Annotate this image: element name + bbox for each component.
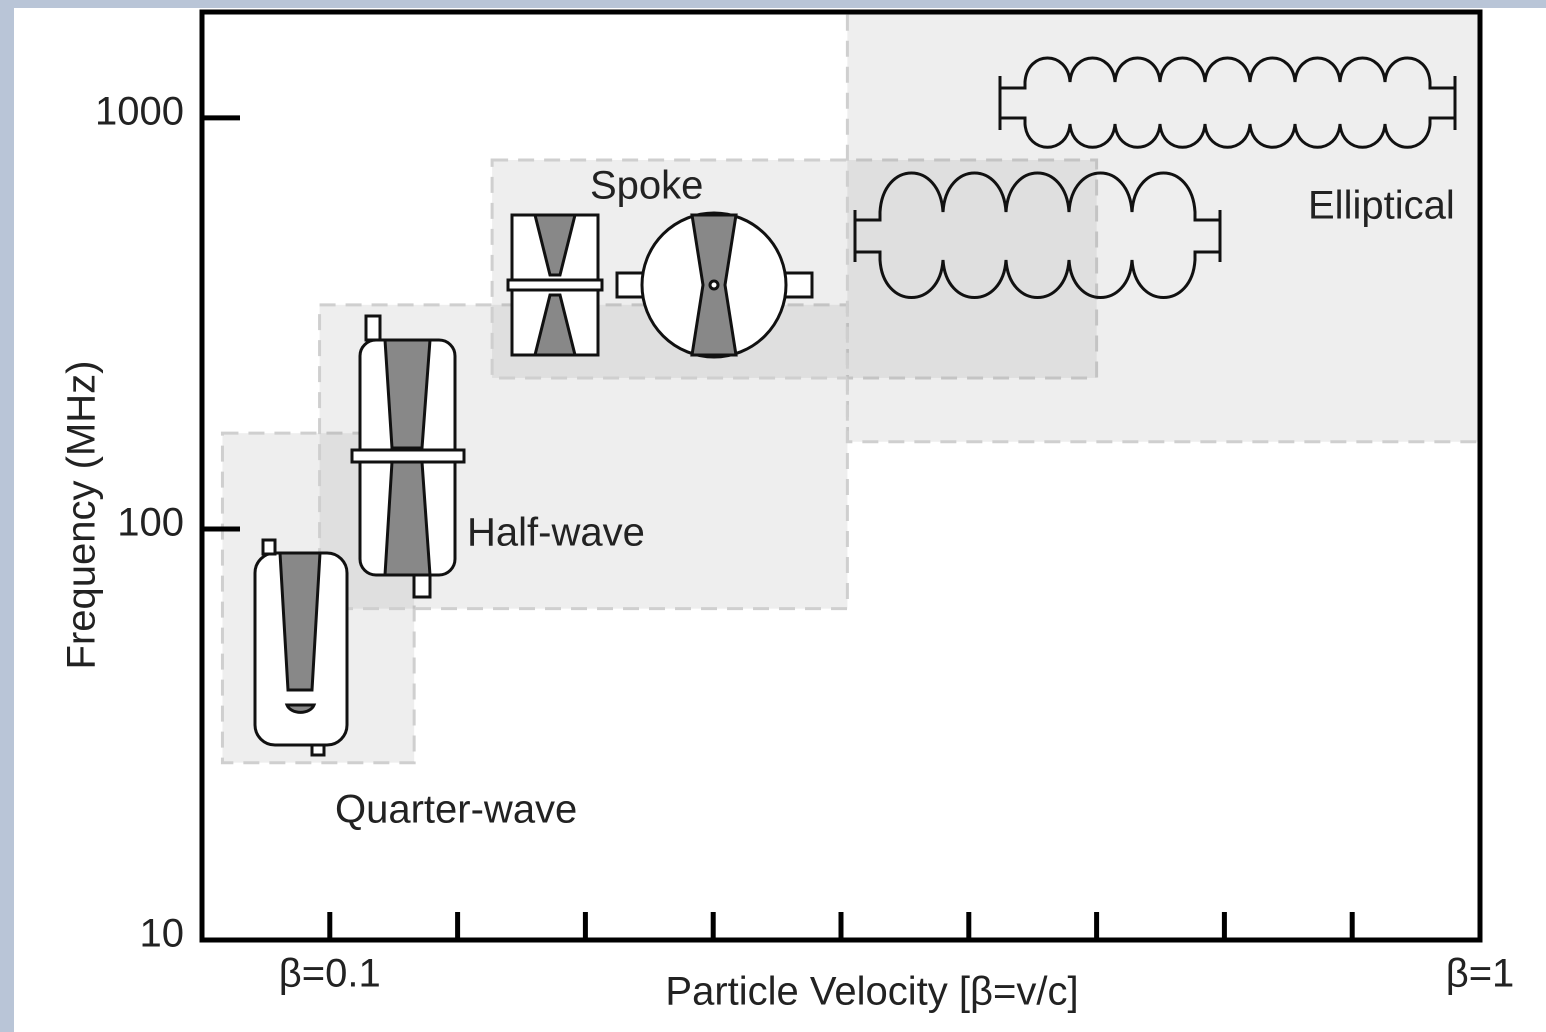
- half-wave-beam: [352, 450, 464, 462]
- x-tick-label: β=1: [1446, 952, 1515, 996]
- y-tick-label: 10: [140, 912, 185, 956]
- x-axis-label: Particle Velocity [β=v/c]: [665, 970, 1078, 1014]
- spoke-beam: [508, 280, 602, 290]
- region-label: Elliptical: [1308, 184, 1455, 228]
- y-tick-label: 100: [117, 501, 184, 545]
- half-wave-port: [414, 575, 430, 597]
- x-tick-label: β=0.1: [279, 952, 381, 996]
- quarter-wave-tip: [287, 705, 314, 712]
- half-wave-stem: [385, 340, 430, 448]
- quarter-wave-port: [312, 745, 324, 755]
- y-tick-label: 1000: [95, 89, 184, 133]
- half-wave-port: [366, 316, 380, 340]
- y-axis-label: Frequency (MHz): [60, 361, 104, 670]
- region-label: Half-wave: [467, 511, 645, 555]
- quarter-wave-stem: [280, 553, 320, 690]
- spoke-hole: [710, 281, 718, 289]
- page: 10 100 1000 β=0.1 β=1 Frequency (MHz) Partic…: [0, 0, 1546, 1032]
- region-label: Spoke: [590, 164, 703, 208]
- chart: 10 100 1000 β=0.1 β=1 Frequency (MHz) Partic…: [0, 0, 1546, 1032]
- region-label: Quarter-wave: [335, 788, 577, 832]
- quarter-wave-port: [263, 540, 275, 554]
- half-wave-stem: [385, 462, 430, 575]
